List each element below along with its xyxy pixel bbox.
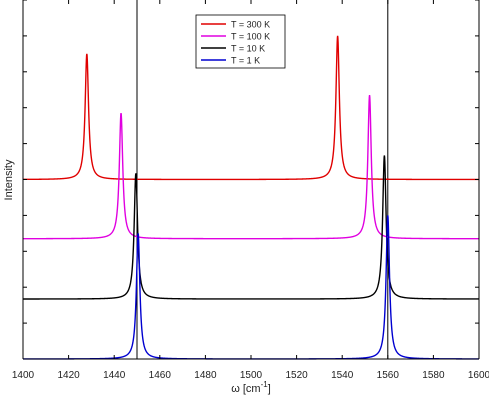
x-axis-label-main: ω [cm (231, 383, 260, 395)
legend-label-2: T = 100 K (231, 32, 270, 42)
x-axis-ticks: 1400 1420 1440 1460 1480 1500 1520 1540 1560 1580… (12, 0, 489, 381)
x-axis-label-close: ] (268, 383, 271, 395)
y-axis-ticks (23, 0, 479, 360)
series-line-2 (23, 95, 479, 240)
x-tick-label: 1480 (194, 370, 217, 381)
x-tick-label: 1420 (57, 370, 80, 381)
legend: T = 300 K T = 100 K T = 10 K T = 1 K (195, 14, 286, 69)
series-line-3 (23, 155, 480, 300)
x-tick-label: 1560 (377, 370, 400, 381)
legend-label-1: T = 300 K (231, 20, 270, 30)
x-tick-label: 1460 (149, 370, 172, 381)
x-tick-label: 1440 (103, 370, 126, 381)
x-tick-label: 1500 (240, 370, 263, 381)
x-tick-label: 1400 (12, 370, 35, 381)
x-axis-label-superscript: -1 (261, 380, 269, 389)
legend-label-3: T = 10 K (231, 44, 265, 54)
x-tick-label: 1580 (422, 370, 445, 381)
x-tick-label: 1600 (468, 370, 489, 381)
x-axis-label: ω [cm-1] (231, 380, 271, 395)
x-tick-label: 1540 (331, 370, 354, 381)
y-axis-label: Intensity (3, 159, 15, 200)
legend-label-4: T = 1 K (231, 56, 260, 66)
x-tick-label: 1520 (285, 370, 308, 381)
series-line-1 (23, 35, 479, 181)
